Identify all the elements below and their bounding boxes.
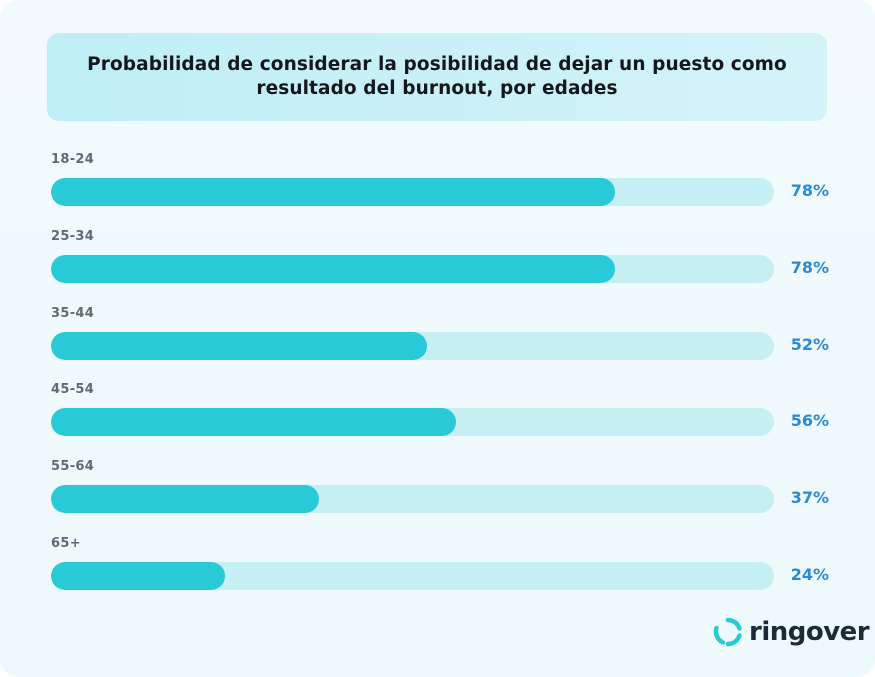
category-label: 35-44 xyxy=(51,305,95,321)
bar xyxy=(51,562,225,590)
bar-track xyxy=(51,485,774,514)
bar xyxy=(51,178,615,206)
bar-row: 65+ 24% xyxy=(0,536,875,592)
bar-row: 18-24 78% xyxy=(0,152,875,208)
bar-row: 55-64 37% xyxy=(0,459,875,515)
chart-title: Probabilidad de considerar la posibilida… xyxy=(87,54,787,99)
value-label: 24% xyxy=(790,565,829,584)
value-label: 37% xyxy=(790,488,829,508)
bar-row: 35-44 52% xyxy=(0,306,875,362)
bar-track xyxy=(51,562,774,590)
category-label: 25-34 xyxy=(51,228,95,244)
bar-track xyxy=(51,178,774,206)
value-label: 52% xyxy=(790,334,829,354)
value-label: 78% xyxy=(790,257,829,277)
value-label: 78% xyxy=(790,181,829,200)
ringover-logo-icon xyxy=(713,617,742,647)
bar-track xyxy=(51,254,774,283)
bar xyxy=(51,331,427,360)
value-label: 56% xyxy=(790,411,829,431)
brand-name: ringover xyxy=(749,617,870,647)
chart-title-box: Probabilidad de considerar la posibilida… xyxy=(47,33,827,121)
bar-track xyxy=(51,331,774,360)
bar-track xyxy=(51,408,774,437)
bar xyxy=(51,408,456,437)
bar-row: 45-54 56% xyxy=(0,382,875,438)
bar xyxy=(51,254,615,283)
category-label: 55-64 xyxy=(51,459,95,475)
brand-logo: ringover xyxy=(713,617,870,647)
category-label: 45-54 xyxy=(51,382,95,398)
bar xyxy=(51,485,319,514)
category-label: 65+ xyxy=(51,536,81,551)
bar-row: 25-34 78% xyxy=(0,229,875,285)
category-label: 18-24 xyxy=(51,152,95,167)
